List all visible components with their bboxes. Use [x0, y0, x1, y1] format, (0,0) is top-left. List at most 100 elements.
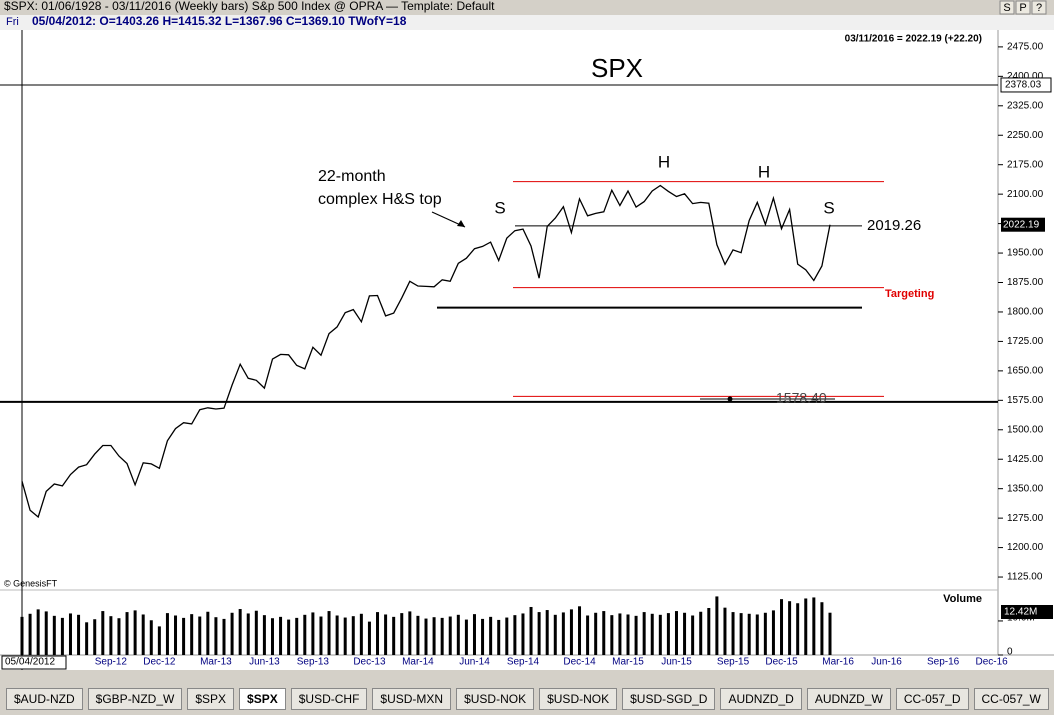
volume-bar [537, 612, 541, 655]
y-tick-label: 1800.00 [1007, 307, 1044, 318]
y-tick-label: 1200.00 [1007, 542, 1044, 553]
x-tick-label: Sep-12 [95, 657, 128, 668]
volume-bar [553, 614, 557, 655]
volume-bar [650, 613, 654, 655]
header-button[interactable] [999, 0, 1015, 15]
x-tick-label: Dec-14 [563, 657, 596, 668]
tab[interactable]: $USD-NOK [539, 688, 618, 710]
y-tick-label: 1425.00 [1007, 454, 1044, 465]
volume-bar [658, 614, 662, 655]
x-tick-label: Mar-16 [822, 657, 854, 668]
y-tick-label: 2400.00 [1007, 71, 1044, 82]
volume-bar [739, 613, 743, 655]
x-tick-label: Sep-14 [507, 657, 540, 668]
volume-bar [634, 615, 638, 655]
tab-bar: $AUD-NZD $GBP-NZD_W $SPX $SPX $USD-CHF $USD-M… [0, 684, 1054, 715]
watermark: © GenesisFT [4, 578, 58, 588]
x-tick-label: Dec-13 [353, 657, 386, 668]
volume-bar [52, 615, 56, 655]
volume-bar [666, 613, 670, 655]
annotation: 22-month [318, 168, 386, 185]
tab[interactable]: $USD-SGD_D [622, 688, 716, 710]
tab[interactable]: $SPX [239, 688, 286, 710]
volume-bar [820, 602, 824, 655]
status: 03/11/2016 = 2022.19 (+22.20) [845, 34, 982, 45]
header-button-label: S [1003, 2, 1010, 14]
volume-bar [481, 618, 485, 655]
volume-bar [222, 618, 226, 655]
header-button[interactable] [1015, 0, 1031, 15]
x-tick-label: Dec-12 [143, 657, 176, 668]
y-tick-label: 0 [1007, 647, 1013, 658]
crosshair-label-box [1000, 77, 1052, 93]
volume-bar [28, 613, 32, 655]
volume-bar [359, 613, 363, 655]
tab[interactable]: $SPX [187, 688, 235, 710]
level-label: 1578.40 [776, 390, 827, 406]
volume-bar [569, 609, 573, 655]
volume-bar [731, 612, 735, 655]
volume-bar [384, 614, 388, 655]
tab[interactable]: AUDNZD_W [806, 688, 891, 710]
volume-bar [77, 614, 81, 655]
volume-bar [174, 615, 178, 655]
volume-bar [214, 617, 218, 655]
tab[interactable]: $USD-CHF [290, 688, 368, 710]
header-button[interactable] [1031, 0, 1047, 15]
volume-bar [133, 610, 137, 655]
tab[interactable]: AUDNZD_D [720, 688, 802, 710]
annotation: Targeting [885, 288, 934, 300]
header-button-label: ? [1036, 2, 1042, 14]
tab[interactable]: $GBP-NZD_W [87, 688, 183, 710]
volume-bar [101, 611, 105, 655]
volume-bar [505, 617, 509, 655]
tab[interactable]: CC-057_D [895, 688, 969, 710]
x-tick-label: 05/04/2012 [5, 657, 55, 668]
header-button-label: P [1019, 2, 1026, 14]
y-tick-label: 1725.00 [1007, 336, 1044, 347]
y-tick-label: 1575.00 [1007, 395, 1044, 406]
date-label-box [1, 655, 67, 670]
chart-title: SPX [591, 53, 643, 83]
volume-bar [376, 612, 380, 655]
x-tick-label: Dec-16 [975, 657, 1008, 668]
volume-bar [804, 598, 808, 655]
volume-bar [351, 616, 355, 655]
volume-bar [610, 615, 614, 655]
volume-bar [578, 606, 582, 655]
tab[interactable]: $AUD-NZD [6, 688, 83, 710]
tab[interactable]: $USD-MXN [372, 688, 452, 710]
x-tick-label: Jun-13 [249, 657, 280, 668]
volume-bar [513, 615, 517, 655]
volume-bar [561, 612, 565, 655]
volume-bar [279, 616, 283, 655]
x-tick-label: Jun-14 [459, 657, 490, 668]
tab[interactable]: $USD-NOK [456, 688, 535, 710]
volume-bar [343, 617, 347, 655]
header-day: Fri [6, 16, 19, 28]
y-tick-label: 2250.00 [1007, 130, 1044, 141]
y-tick-label: 1650.00 [1007, 366, 1044, 377]
x-tick-label: Sep-16 [927, 657, 960, 668]
volume-bar [755, 614, 759, 655]
volume-bar [117, 618, 121, 655]
header-bar [0, 0, 1054, 15]
volume-bar [44, 611, 48, 655]
scrollbar [0, 670, 1054, 684]
annotation: H [658, 152, 670, 171]
volume-bar [707, 608, 711, 655]
volume-bar [691, 615, 695, 655]
volume-bar [497, 619, 501, 655]
volume-bar [157, 626, 161, 655]
volume-last-label: 12.42M [1004, 607, 1037, 618]
volume-bar [788, 601, 792, 655]
x-tick-label: Jun-16 [871, 657, 902, 668]
volume-bar [618, 613, 622, 655]
volume-bar [594, 612, 598, 655]
y-tick-label: 1500.00 [1007, 424, 1044, 435]
tab[interactable]: CC-057_W [973, 688, 1049, 710]
volume-bar [529, 606, 533, 655]
x-tick-label: Jun-15 [661, 657, 692, 668]
volume-bar [141, 614, 145, 655]
y-tick-label: 2325.00 [1007, 100, 1044, 111]
